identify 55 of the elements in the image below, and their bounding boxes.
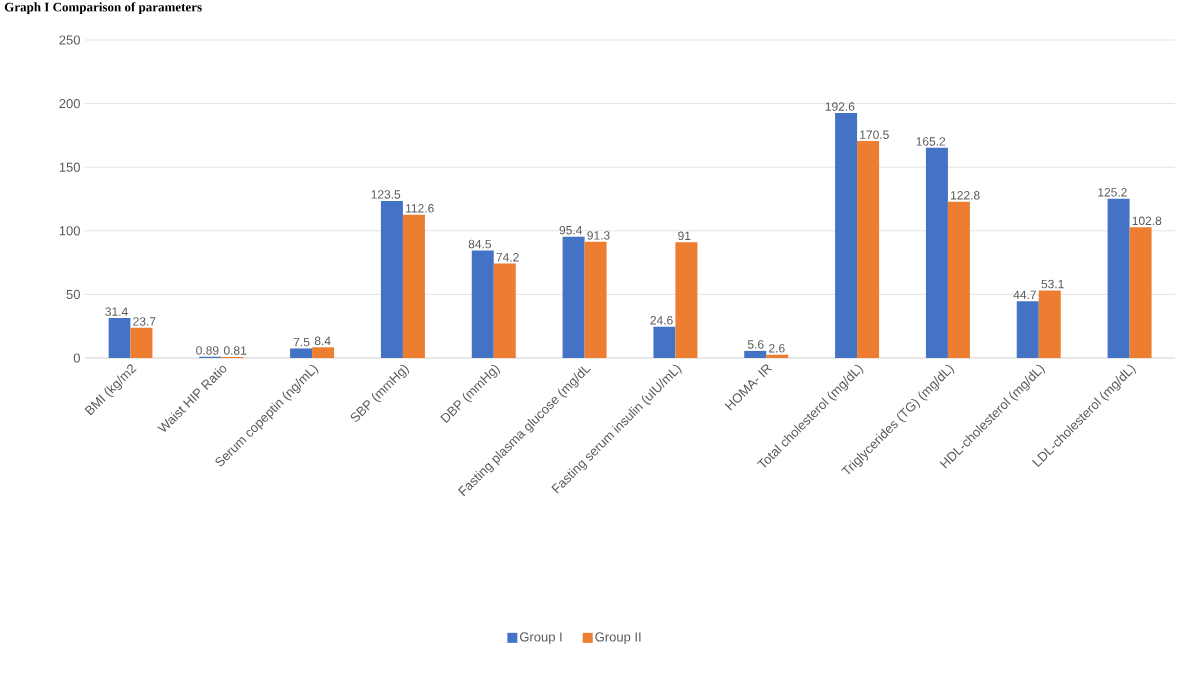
data-label: 122.8 [951,191,980,200]
data-label: 7.5 [293,337,310,347]
bar [380,200,403,358]
bar [108,318,131,358]
legend-label: Group II [595,632,641,645]
y-tick-label: 200 [59,98,80,109]
data-label: 91.3 [587,231,610,240]
data-label: 123.5 [371,190,401,199]
bar [130,327,153,358]
data-label: 84.5 [468,239,492,249]
bar [1107,198,1130,358]
data-label: 112.6 [406,204,434,213]
y-tick-label: 250 [59,35,80,45]
bar [471,250,494,358]
data-label: 165.2 [916,137,946,146]
bar [584,241,607,358]
data-label: 102.8 [1132,216,1162,226]
bar [744,350,767,358]
y-tick-label: 50 [66,289,80,299]
bar [766,354,789,358]
bar [653,326,676,358]
data-label: 8.4 [314,336,331,346]
bar [312,347,335,358]
y-tick-label: 100 [59,226,80,236]
bar [835,113,858,358]
data-label: 2.6 [769,344,785,353]
data-label: 192.6 [825,102,855,111]
bar [675,242,698,358]
data-label: 91 [678,231,691,241]
data-label: 0.81 [223,346,247,355]
data-label: 24.6 [650,316,673,325]
data-label: 23.7 [133,317,156,326]
data-label: 170.5 [860,130,889,139]
y-tick-label: 150 [59,162,80,172]
bar [1129,227,1152,358]
data-label: 5.6 [747,340,764,349]
bar [1016,301,1039,358]
data-label: 95.4 [559,225,583,235]
y-tick-label: 0 [73,353,80,363]
data-label: 44.7 [1013,290,1036,299]
bar [290,348,313,358]
bar [857,141,880,358]
data-label: 0.89 [196,346,219,355]
bar [493,263,516,358]
data-label: 31.4 [105,307,128,316]
data-label: 74.2 [496,253,519,262]
bar [402,214,425,358]
bar [947,201,970,358]
data-label: 53.1 [1041,279,1064,289]
data-label: 125.2 [1098,188,1127,197]
legend-label: Group I [520,632,562,645]
bar [925,147,948,358]
bar [562,236,585,358]
bar [1038,290,1061,358]
chart-title: Graph I Comparison of parameters [4,2,202,15]
